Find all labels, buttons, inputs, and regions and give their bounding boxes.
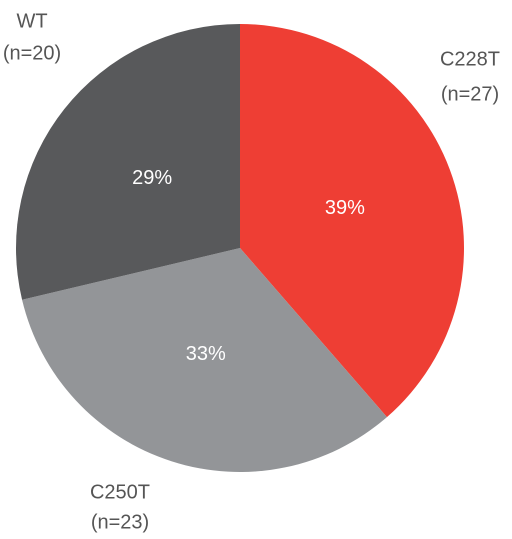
- category-sublabel: (n=20): [3, 42, 61, 64]
- value-label: 33%: [186, 343, 226, 365]
- value-label: 39%: [325, 197, 365, 219]
- category-label: WT: [16, 10, 47, 32]
- pie-slice: [15, 24, 240, 300]
- value-label: 29%: [132, 167, 172, 189]
- category-label: C228T: [440, 48, 500, 70]
- category-label: C250T: [90, 481, 150, 503]
- pie-slice: [22, 248, 387, 472]
- pie-slice: [240, 24, 465, 418]
- category-sublabel: (n=27): [441, 83, 499, 105]
- category-sublabel: (n=23): [91, 511, 149, 533]
